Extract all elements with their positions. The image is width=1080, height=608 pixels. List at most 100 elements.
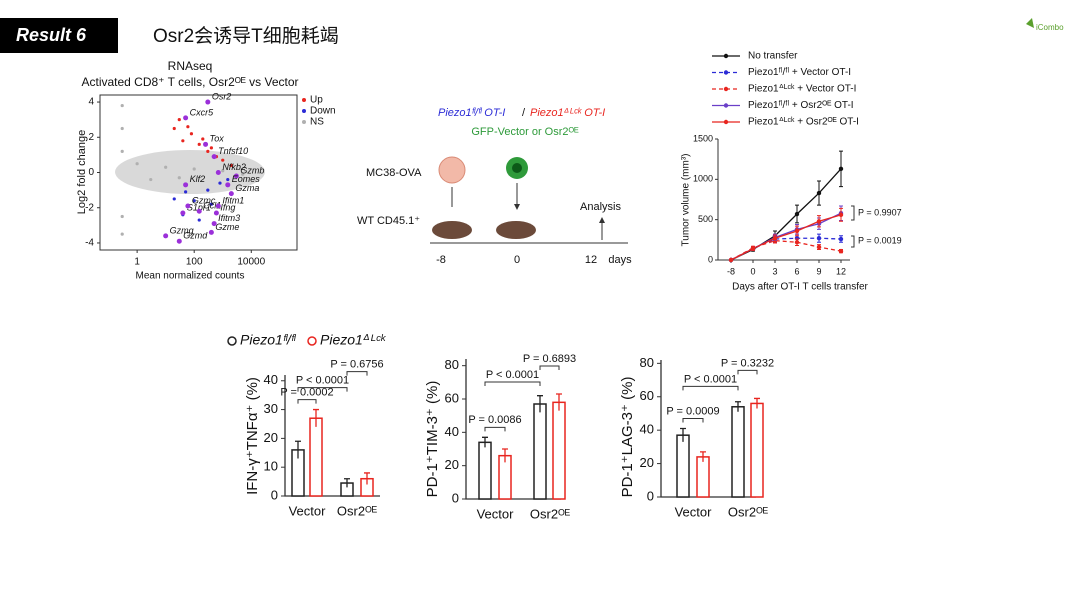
gene-label: Ccl1 [203,201,221,211]
timeline-label: 0 [514,254,520,266]
gene-label: Ifitm3 [218,213,240,223]
x-tick-label: -8 [727,266,735,276]
point [149,177,153,182]
point [177,118,181,122]
cell-label: Piezo1ᶠˡ/ᶠˡ OT-I [438,107,505,119]
analysis-label: Analysis [580,201,621,213]
gene-point [176,238,182,244]
legend-label: NS [310,117,324,128]
cell-icon [512,163,522,173]
legend-label: Piezo1ᶠˡ/ᶠˡ + Osr2ᴼᴱ OT-I [748,100,854,111]
legend-marker [227,336,237,346]
y-tick-label: 500 [698,214,713,224]
point [816,190,822,196]
point [816,219,822,224]
logo-icon [1026,18,1034,28]
legend-marker [723,70,729,75]
point [218,181,222,185]
legend-marker [302,120,306,124]
p-value: P < 0.0001 [684,373,737,385]
timeline-label: days [608,254,632,266]
gene-label: Gzmb [240,165,264,175]
bracket [737,369,758,375]
x-tick-label: Vector [289,503,327,518]
legend-marker [723,53,729,59]
bar [309,417,323,497]
bracket [297,387,348,392]
cell-label: Piezo1ᐞᴸᶜᵏ OT-I [530,107,605,119]
point [838,166,844,172]
point [221,158,225,162]
gene-point [215,170,221,175]
point [186,125,190,129]
legend-marker [723,103,729,108]
bracket [682,418,704,423]
legend-label: Piezo1ᐞᴸᶜᵏ + Osr2ᴼᴱ OT-I [748,117,859,128]
bracket [484,426,506,432]
y-axis-label: PD-1⁺LAG-3⁺ (%) [619,377,636,498]
bracket [297,399,317,404]
error-bar [295,440,301,459]
x-tick-label: 100 [186,257,203,268]
y-tick-label: 2 [88,132,94,143]
x-tick-label: 9 [816,266,821,276]
point [750,246,756,251]
x-axis-label: Mean normalized counts [136,271,245,282]
point [197,142,201,146]
gene-point [215,203,221,209]
point [120,232,124,236]
bar [676,434,690,498]
gene-point [211,221,217,227]
y-tick-label: 1500 [693,133,713,143]
point [197,218,201,222]
y-axis-label: Log2 fold change [76,130,88,214]
p-value: P = 0.6893 [523,353,576,365]
gene-label: Gzma [235,183,259,193]
x-tick-label: Osr2ᴼᴱ [337,503,378,518]
y-tick-label: 20 [445,457,459,472]
p-value: P = 0.6756 [330,358,383,370]
error-bar [364,472,370,485]
y-tick-label: 0 [708,254,713,264]
error-bar [754,397,760,409]
legend-label: Piezo1ᐞᴸᶜᵏ [320,332,387,348]
point [728,257,734,263]
badge-box [0,18,118,53]
gene-label: Tox [210,134,225,144]
y-tick-label: 0 [452,490,459,505]
bar [731,406,745,498]
chart-subtitle: Activated CD8⁺ T cells, Osr2ᴼᴱ vs Vector [81,75,298,89]
y-tick-label: 10 [264,459,278,474]
point [229,163,233,168]
y-tick-label: 30 [264,401,278,416]
gene-label: Cxcr5 [190,107,214,117]
y-tick-label: 40 [445,424,459,439]
point [226,177,230,182]
vector-label: GFP-Vector or Osr2ᴼᴱ [471,126,579,138]
series-line [730,214,842,261]
x-tick-label: Vector [477,506,515,521]
bar [533,403,547,500]
point [772,236,778,241]
p-value: P = 0.0009 [666,405,719,417]
gene-point [185,203,191,209]
gene-label: Eomes [232,174,261,184]
y-tick-label: 4 [88,97,94,108]
y-axis-label: PD-1⁺TIM-3⁺ (%) [424,381,441,498]
gene-label: Osr2 [212,91,232,101]
gene-label: Nfkb2 [222,162,246,172]
badge: Result 6 [16,25,87,45]
p-value: P = 0.0086 [468,414,521,426]
slide-title: Osr2会诱导T细胞耗竭 [153,25,339,47]
point [135,162,139,166]
gene-point [228,191,234,197]
gene-label: Gzme [215,222,239,232]
point [201,137,205,141]
gene-label: Gzmd [183,231,208,241]
logo: iCombo [1036,23,1064,32]
gene-label: Ifitm1 [222,195,244,205]
legend-marker [307,336,317,346]
gene-label: Gzmg [170,225,194,235]
x-tick-label: Osr2ᴼᴱ [530,506,571,521]
bar [478,441,492,500]
